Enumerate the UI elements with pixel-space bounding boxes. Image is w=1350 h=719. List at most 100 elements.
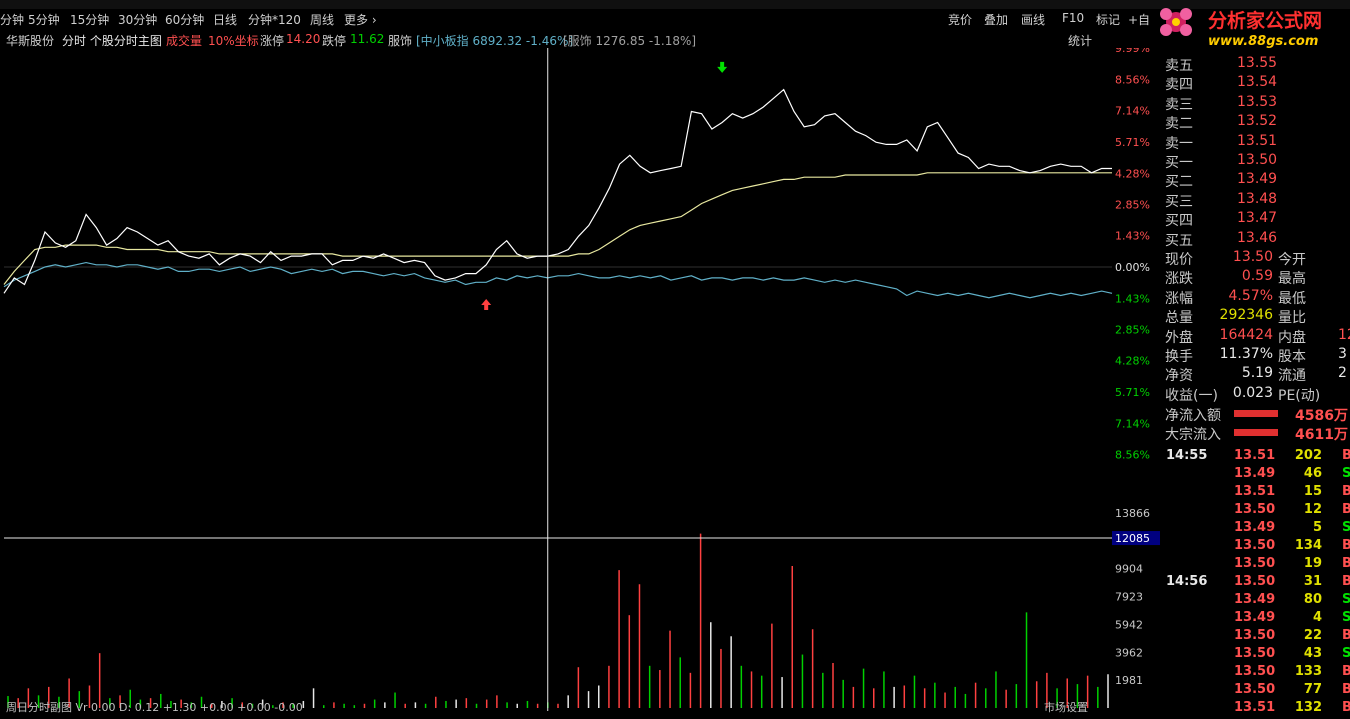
quote-row[interactable]: 外盘 164424 内盘 12 — [1162, 327, 1350, 346]
coord-label[interactable]: 10%坐标 — [208, 34, 259, 48]
tick-row[interactable]: 13.50 77 B — [1162, 682, 1350, 701]
price-axis-label: 4.28% — [1115, 167, 1150, 180]
ask-level-row[interactable]: 卖一 13.51 — [1162, 133, 1350, 152]
tick-row[interactable]: 13.50 22 B — [1162, 628, 1350, 647]
tick-row[interactable]: 13.51 132 B — [1162, 700, 1350, 719]
auction-button[interactable]: 竞价 — [948, 13, 973, 27]
ask-level-label: 卖四 — [1165, 77, 1193, 94]
period-day[interactable]: 日线 — [213, 13, 238, 27]
tick-row[interactable]: 13.50 43 S — [1162, 646, 1350, 665]
bid-level-row[interactable]: 买三 13.48 — [1162, 191, 1350, 210]
tick-direction: S — [1342, 520, 1350, 535]
ask-level-row[interactable]: 卖四 13.54 — [1162, 74, 1350, 93]
period-min120[interactable]: 分钟*120 — [248, 13, 301, 27]
axis-labels: 9.99% 8.56% 7.14% 5.71% 4.28% 2.85% 1.43% 0.00%… — [1112, 48, 1160, 687]
tick-price: 13.49 — [1234, 520, 1276, 535]
period-5min[interactable]: 5分钟 — [28, 13, 60, 27]
ask-level-row[interactable]: 卖二 13.52 — [1162, 113, 1350, 132]
tick-price: 13.50 — [1234, 574, 1276, 589]
period-15min[interactable]: 15分钟 — [70, 13, 110, 27]
sub-indicator-bar[interactable]: 周日分时副图 Vr 0.00 D: 0.12 +1.30 +0.00 +0.00… — [6, 701, 303, 714]
ask-price: 13.53 — [1237, 93, 1278, 110]
tick-price: 13.50 — [1234, 628, 1276, 643]
quote-row[interactable]: 换手 11.37% 股本 3 — [1162, 346, 1350, 365]
volume-axis-label: 13866 — [1115, 507, 1150, 520]
period-30min[interactable]: 30分钟 — [118, 13, 158, 27]
quote-label-2: 最高 — [1278, 271, 1306, 288]
price-axis-label: 5.71% — [1115, 136, 1150, 149]
quote-value-2: 12 — [1338, 326, 1350, 343]
intraday-chart[interactable]: 9.99% 8.56% 7.14% 5.71% 4.28% 2.85% 1.43% 0.00%… — [0, 48, 1160, 711]
quote-row[interactable]: 收益(一) 0.023 PE(动) — [1162, 385, 1350, 404]
bid-level-label: 买三 — [1165, 193, 1193, 210]
tick-row[interactable]: 13.51 15 B — [1162, 484, 1350, 503]
volume-axis-label: 5942 — [1115, 618, 1143, 631]
period-1min[interactable]: 分钟 — [0, 13, 25, 27]
quote-value: 0.023 — [1232, 384, 1273, 401]
volume-axis-label: 9904 — [1115, 563, 1143, 576]
price-axis-label: 5.71% — [1115, 386, 1150, 399]
tick-row[interactable]: 13.49 46 S — [1162, 466, 1350, 485]
tick-volume: 4 — [1312, 610, 1322, 625]
tick-row[interactable]: 13.50 12 B — [1162, 502, 1350, 521]
f10-button[interactable]: F10 — [1062, 11, 1085, 25]
tick-direction: B — [1342, 538, 1350, 553]
tick-row[interactable]: 13.49 80 S — [1162, 592, 1350, 611]
tick-time: 14:56 — [1166, 574, 1208, 589]
quote-row[interactable]: 涨幅 4.57% 最低 — [1162, 288, 1350, 307]
price-axis-label: 7.14% — [1115, 105, 1150, 118]
volume-label[interactable]: 成交量 — [166, 34, 203, 48]
sector-index-text: [服饰 1276.85 -1.18%] — [563, 34, 697, 48]
stats-button[interactable]: 统计 — [1068, 34, 1093, 48]
period-more[interactable]: 更多 › — [344, 13, 377, 27]
tick-direction: S — [1342, 466, 1350, 481]
ask-level-row[interactable]: 卖三 13.53 — [1162, 94, 1350, 113]
ask-level-row[interactable]: 卖五 13.55 — [1162, 55, 1350, 74]
ask-price: 13.55 — [1237, 55, 1278, 71]
add-watchlist-button[interactable]: +自 — [1128, 13, 1151, 27]
tick-row[interactable]: 14:56 13.50 31 B — [1162, 574, 1350, 593]
quote-label: 总量 — [1165, 310, 1193, 327]
price-axis-label: 8.56% — [1115, 74, 1150, 87]
bid-level-label: 买二 — [1165, 174, 1193, 191]
overlay-button[interactable]: 叠加 — [984, 13, 1009, 27]
quote-row[interactable]: 涨跌 0.59 最高 — [1162, 268, 1350, 287]
price-axis-label: 1.43% — [1115, 230, 1150, 243]
quote-row[interactable]: 总量 292346 量比 — [1162, 307, 1350, 326]
chart-name[interactable]: 分时 个股分时主图 — [62, 34, 162, 48]
tick-volume: 46 — [1303, 466, 1322, 481]
sell-signal-arrow-icon — [717, 61, 728, 73]
price-axis-label: 9.99% — [1115, 48, 1150, 55]
tick-row[interactable]: 13.49 4 S — [1162, 610, 1350, 629]
fund-flow-label: 大宗流入 — [1165, 427, 1221, 444]
bid-level-row[interactable]: 买二 13.49 — [1162, 171, 1350, 190]
tick-row[interactable]: 13.50 133 B — [1162, 664, 1350, 683]
quote-row[interactable]: 现价 13.50 今开 — [1162, 249, 1350, 268]
period-60min[interactable]: 60分钟 — [165, 13, 205, 27]
tick-volume: 202 — [1294, 448, 1322, 463]
fund-flow-row[interactable]: 大宗流入 4611万 — [1162, 424, 1350, 443]
market-settings-button[interactable]: 市场设置 — [1044, 701, 1088, 714]
bid-level-row[interactable]: 买四 13.47 — [1162, 210, 1350, 229]
tick-direction: B — [1342, 682, 1350, 697]
tick-row[interactable]: 13.49 5 S — [1162, 520, 1350, 539]
bid-level-row[interactable]: 买五 13.46 — [1162, 230, 1350, 249]
fund-flow-row[interactable]: 净流入额 4586万 — [1162, 405, 1350, 424]
tick-row[interactable]: 13.50 134 B — [1162, 538, 1350, 557]
quote-label-2: 股本 — [1278, 349, 1306, 365]
tick-direction: B — [1342, 448, 1350, 463]
quote-row[interactable]: 净资 5.19 流通 2 — [1162, 365, 1350, 384]
tick-volume: 5 — [1312, 520, 1322, 535]
tick-row[interactable]: 14:55 13.51 202 B — [1162, 448, 1350, 467]
mark-button[interactable]: 标记 — [1096, 13, 1121, 27]
tick-row[interactable]: 13.50 19 B — [1162, 556, 1350, 575]
tick-price: 13.50 — [1234, 664, 1276, 679]
tick-direction: B — [1342, 700, 1350, 715]
draw-button[interactable]: 画线 — [1021, 13, 1046, 27]
period-week[interactable]: 周线 — [310, 13, 335, 27]
bid-price: 13.46 — [1237, 229, 1278, 246]
tick-price: 13.51 — [1234, 484, 1276, 499]
bid-level-row[interactable]: 买一 13.50 — [1162, 152, 1350, 171]
tick-volume: 77 — [1303, 682, 1322, 697]
index-overlay-text: [中小板指 6892.32 -1.46%] — [416, 34, 574, 48]
